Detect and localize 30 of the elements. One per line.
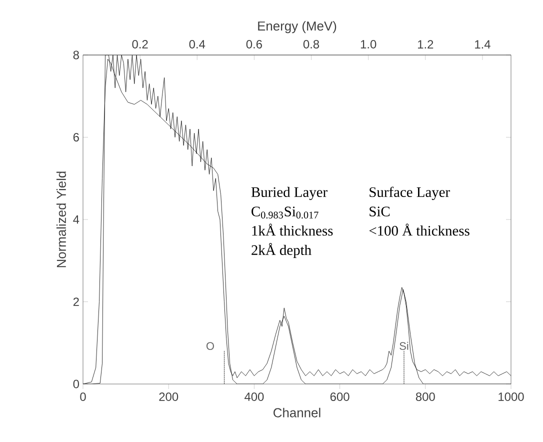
y-tick-label: 4 <box>73 215 80 224</box>
x2-tick-label: 0.4 <box>189 40 206 48</box>
annotation: Buried Layer <box>251 186 328 200</box>
x-tick-label: 0 <box>80 392 86 401</box>
x-tick-label: 800 <box>416 392 435 401</box>
x2-tick-label: 0.6 <box>246 40 262 48</box>
x2-axis-title: Energy (MeV) <box>258 21 336 34</box>
x-tick-label: 600 <box>330 392 350 401</box>
x-tick-label: 1000 <box>498 392 524 401</box>
x2-tick-label: 1.0 <box>360 40 376 48</box>
x-axis-title: Channel <box>274 408 320 418</box>
y-axis-title: Normalized Yield <box>56 172 66 268</box>
annotation: SiC <box>370 206 390 216</box>
annotation: Surface Layer <box>370 186 450 200</box>
y-tick-label: 0 <box>73 380 80 388</box>
x2-tick-label: 1.4 <box>475 40 490 48</box>
y-tick-label: 6 <box>73 133 79 142</box>
x2-tick-label: 1.2 <box>418 40 434 48</box>
y-tick-label: 8 <box>73 50 79 60</box>
annotation: O <box>206 342 214 350</box>
annotation: <100 Å thickness <box>369 224 470 236</box>
x2-tick-label: 0.8 <box>303 40 320 48</box>
y-tick-label: 2 <box>73 298 79 306</box>
x-tick-label: 200 <box>159 392 178 401</box>
annotation: Si <box>400 342 408 350</box>
x2-tick-label: 0.2 <box>132 40 148 48</box>
annotation: 2kÅ depth <box>252 243 312 258</box>
annotation: 1kÅ thickness <box>252 224 333 236</box>
x-tick-label: 400 <box>244 392 264 401</box>
annotation: C$_{0.983}$Si$_{0.017}$ <box>252 206 318 219</box>
